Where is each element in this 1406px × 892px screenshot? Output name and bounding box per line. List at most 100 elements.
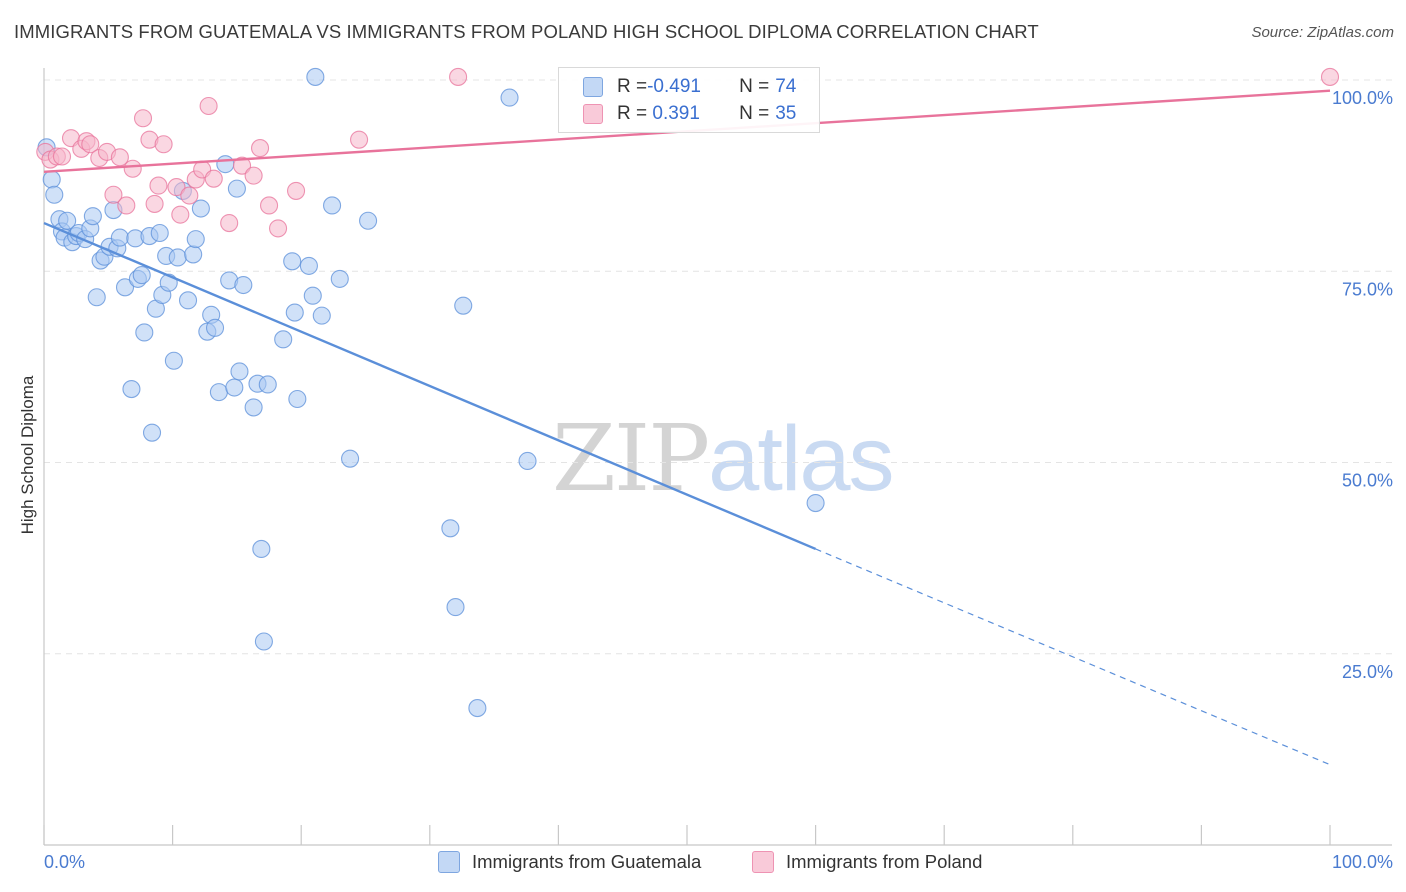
point-guatemala — [299, 256, 318, 275]
point-poland — [199, 96, 218, 116]
point-guatemala — [303, 286, 322, 305]
point-guatemala — [254, 632, 273, 651]
y-axis-label: High School Diploma — [18, 375, 37, 535]
point-guatemala — [244, 398, 263, 417]
point-guatemala — [468, 699, 487, 718]
legend-r-value: -0.491 — [647, 76, 701, 97]
y-tick-label: 100.0% — [1332, 88, 1393, 108]
point-guatemala — [285, 303, 304, 322]
y-tick-label: 25.0% — [1342, 662, 1393, 682]
point-guatemala — [186, 230, 205, 249]
point-guatemala — [191, 199, 210, 218]
stats-legend: R = -0.491 N = 74 R = 0.391 N = 35 — [558, 67, 820, 133]
series-legend-label: Immigrants from Poland — [786, 851, 983, 872]
point-guatemala — [83, 207, 102, 226]
point-poland — [167, 178, 186, 197]
point-guatemala — [150, 223, 169, 243]
point-guatemala — [518, 451, 537, 471]
point-guatemala — [323, 196, 342, 215]
point-guatemala — [122, 380, 141, 399]
point-guatemala — [258, 375, 277, 394]
point-guatemala — [454, 296, 473, 315]
watermark-atlas: atlas — [708, 408, 894, 510]
point-guatemala — [288, 389, 307, 409]
point-guatemala — [168, 248, 187, 267]
point-guatemala — [209, 383, 228, 402]
point-guatemala — [283, 252, 302, 271]
point-guatemala — [184, 245, 203, 264]
point-guatemala — [252, 539, 271, 558]
point-guatemala — [225, 378, 244, 397]
point-guatemala — [42, 170, 61, 189]
point-poland — [269, 219, 288, 238]
point-guatemala — [115, 278, 135, 297]
legend-n-value: 35 — [775, 103, 797, 124]
legend-swatch-guatemala — [583, 77, 603, 97]
legend-n-label: N = — [739, 76, 770, 97]
point-guatemala — [312, 306, 331, 325]
legend-r-label: R = — [617, 76, 648, 97]
series-legend-swatch-poland — [752, 851, 774, 873]
point-guatemala — [205, 318, 225, 337]
point-poland — [259, 196, 279, 215]
legend-r-label: R = — [617, 103, 648, 124]
point-guatemala — [341, 449, 360, 468]
point-guatemala — [110, 228, 129, 247]
point-guatemala — [216, 155, 235, 174]
point-guatemala — [45, 185, 64, 204]
point-poland — [171, 205, 190, 224]
point-guatemala — [178, 291, 198, 310]
point-guatemala — [58, 211, 77, 230]
point-poland — [232, 156, 252, 175]
point-guatemala — [500, 88, 519, 107]
legend-n-value: 74 — [775, 76, 797, 97]
point-guatemala — [234, 275, 253, 295]
point-guatemala — [164, 351, 183, 370]
point-guatemala — [359, 211, 378, 230]
series-legend-label: Immigrants from Guatemala — [472, 851, 702, 872]
point-poland — [220, 214, 239, 233]
y-tick-label: 75.0% — [1342, 279, 1393, 299]
point-poland — [110, 148, 129, 167]
point-guatemala — [446, 598, 465, 617]
point-poland — [133, 109, 153, 128]
trend-line-extension-guatemala — [815, 548, 1331, 766]
point-poland — [117, 196, 136, 215]
point-guatemala — [142, 423, 162, 442]
legend-swatch-poland — [583, 104, 603, 124]
trend-line-guatemala — [43, 221, 817, 551]
series-legend: Immigrants from Guatemala Immigrants fro… — [0, 851, 1406, 879]
point-poland — [52, 147, 72, 166]
chart-title: IMMIGRANTS FROM GUATEMALA VS IMMIGRANTS … — [14, 21, 1039, 42]
point-guatemala — [306, 67, 325, 86]
point-guatemala — [227, 179, 246, 198]
series-legend-poland: Immigrants from Poland — [752, 851, 982, 873]
point-poland — [350, 130, 369, 149]
point-guatemala — [330, 269, 349, 288]
source-label: Source: ZipAtlas.com — [1251, 24, 1394, 41]
point-guatemala — [441, 519, 460, 538]
point-poland — [149, 176, 168, 195]
point-poland — [287, 181, 306, 200]
point-poland — [81, 135, 100, 154]
x-tick-label-min: 0.0% — [44, 852, 86, 872]
point-guatemala — [806, 493, 825, 513]
point-poland — [123, 159, 142, 178]
point-poland — [244, 166, 263, 185]
point-poland — [104, 185, 123, 204]
point-guatemala — [132, 266, 151, 285]
point-poland — [1320, 67, 1340, 86]
point-poland — [180, 186, 199, 205]
legend-row-guatemala: R = -0.491 N = 74 — [583, 73, 796, 101]
series-legend-swatch-guatemala — [438, 851, 460, 873]
point-guatemala — [274, 330, 293, 349]
point-poland — [449, 67, 468, 86]
point-poland — [204, 169, 223, 188]
point-poland — [250, 139, 270, 158]
y-tick-label: 50.0% — [1342, 471, 1393, 491]
legend-n-label: N = — [739, 103, 770, 124]
point-guatemala — [230, 362, 249, 381]
x-tick-label-max: 100.0% — [1331, 852, 1393, 872]
series-legend-guatemala: Immigrants from Guatemala — [438, 851, 701, 873]
